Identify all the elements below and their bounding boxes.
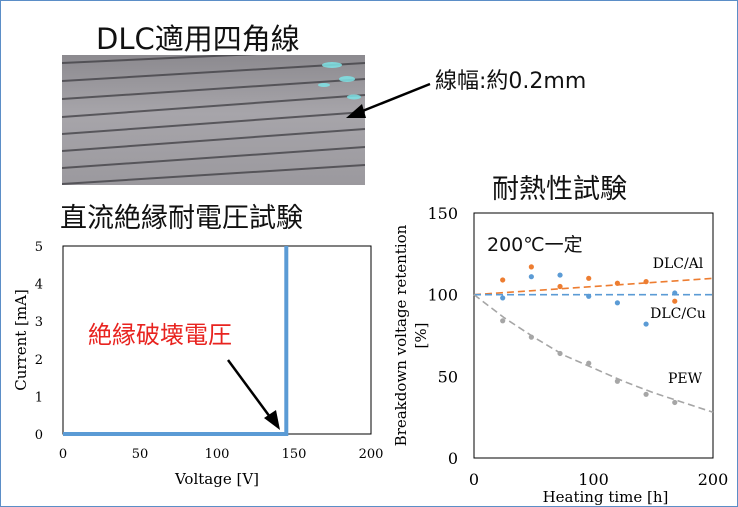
- heat-ytick-label: 150: [427, 204, 458, 223]
- dc-xtick-label: 50: [132, 447, 149, 462]
- data-point-dlc-cu: [557, 272, 563, 278]
- wire-width-label: 線幅:約0.2mm: [435, 69, 587, 94]
- trend-line-dlc-al: [473, 277, 714, 296]
- wire-photo: [62, 55, 365, 185]
- data-point-dlc-cu: [672, 290, 678, 296]
- data-point-dlc-al: [586, 275, 592, 281]
- data-point-dlc-cu: [614, 300, 621, 306]
- data-point-dlc-cu: [643, 321, 649, 327]
- heat-xtick-label: 100: [578, 470, 609, 489]
- heat-yaxis-label-line1: Breakdown voltage retention: [392, 224, 410, 446]
- data-point-dlc-al: [643, 279, 649, 285]
- wire-arrow-line: [359, 82, 431, 114]
- condition-label: 200℃一定: [487, 234, 583, 256]
- data-point-dlc-cu: [500, 295, 506, 301]
- heat-ytick-label: 100: [427, 286, 458, 305]
- data-point-pew: [528, 334, 534, 340]
- data-point-pew: [643, 391, 649, 397]
- dc-ytick-label: 4: [35, 278, 43, 293]
- dc-ytick-label: 5: [35, 240, 43, 255]
- heat-xtick-label: 200: [698, 470, 729, 489]
- series-label-dlc-al: DLC/Al: [653, 256, 704, 272]
- data-point-pew: [557, 350, 563, 357]
- wire-arrow-head: [346, 104, 366, 118]
- data-point-pew: [586, 360, 592, 366]
- dc-xtick-label: 200: [359, 447, 384, 462]
- heat-xtick-label: 0: [469, 470, 479, 489]
- heat-yaxis-label-line2: [%]: [412, 323, 430, 349]
- dc-current-line: [63, 246, 289, 436]
- dc-xtick-label: 150: [282, 447, 307, 462]
- data-point-dlc-al: [672, 298, 678, 304]
- dc-test-title: 直流絶縁耐電圧試験: [60, 203, 303, 234]
- data-point-dlc-al: [557, 283, 563, 290]
- dc-ytick-label: 3: [35, 315, 43, 330]
- heat-ytick-label: 0: [448, 449, 458, 468]
- heat-ytick-label: 50: [438, 367, 458, 386]
- series-label-pew: PEW: [668, 371, 703, 387]
- dc-ytick-label: 1: [35, 390, 43, 405]
- breakdown-arrow-line: [226, 359, 272, 418]
- series-label-dlc-cu: DLC/Cu: [650, 306, 706, 322]
- heat-xaxis-label: Heating time [h]: [543, 488, 669, 506]
- dc-xtick-label: 0: [59, 447, 67, 462]
- breakdown-voltage-annotation: 絶縁破壊電圧: [88, 321, 232, 349]
- data-point-pew: [500, 318, 506, 324]
- data-point-dlc-al: [528, 264, 534, 270]
- breakdown-arrow-head: [264, 410, 280, 430]
- heat-test-title: 耐熱性試験: [492, 174, 627, 205]
- data-point-pew: [672, 399, 678, 406]
- data-point-pew: [614, 378, 621, 384]
- dc-xtick-label: 100: [205, 447, 230, 462]
- trend-line-pew: [473, 294, 714, 414]
- dc-yaxis-label: Current [mA]: [12, 289, 30, 391]
- dc-ytick-label: 2: [35, 353, 43, 368]
- data-point-dlc-cu: [528, 274, 534, 280]
- wire-photo-lines: [62, 55, 365, 185]
- dc-ytick-label: 0: [35, 428, 43, 443]
- data-point-dlc-al: [614, 280, 621, 286]
- data-point-dlc-cu: [586, 293, 592, 299]
- heat-plot-area: [473, 212, 714, 459]
- dc-xaxis-label: Voltage [V]: [174, 470, 259, 488]
- photo-title: DLC適用四角線: [96, 22, 300, 56]
- data-point-dlc-al: [500, 277, 506, 283]
